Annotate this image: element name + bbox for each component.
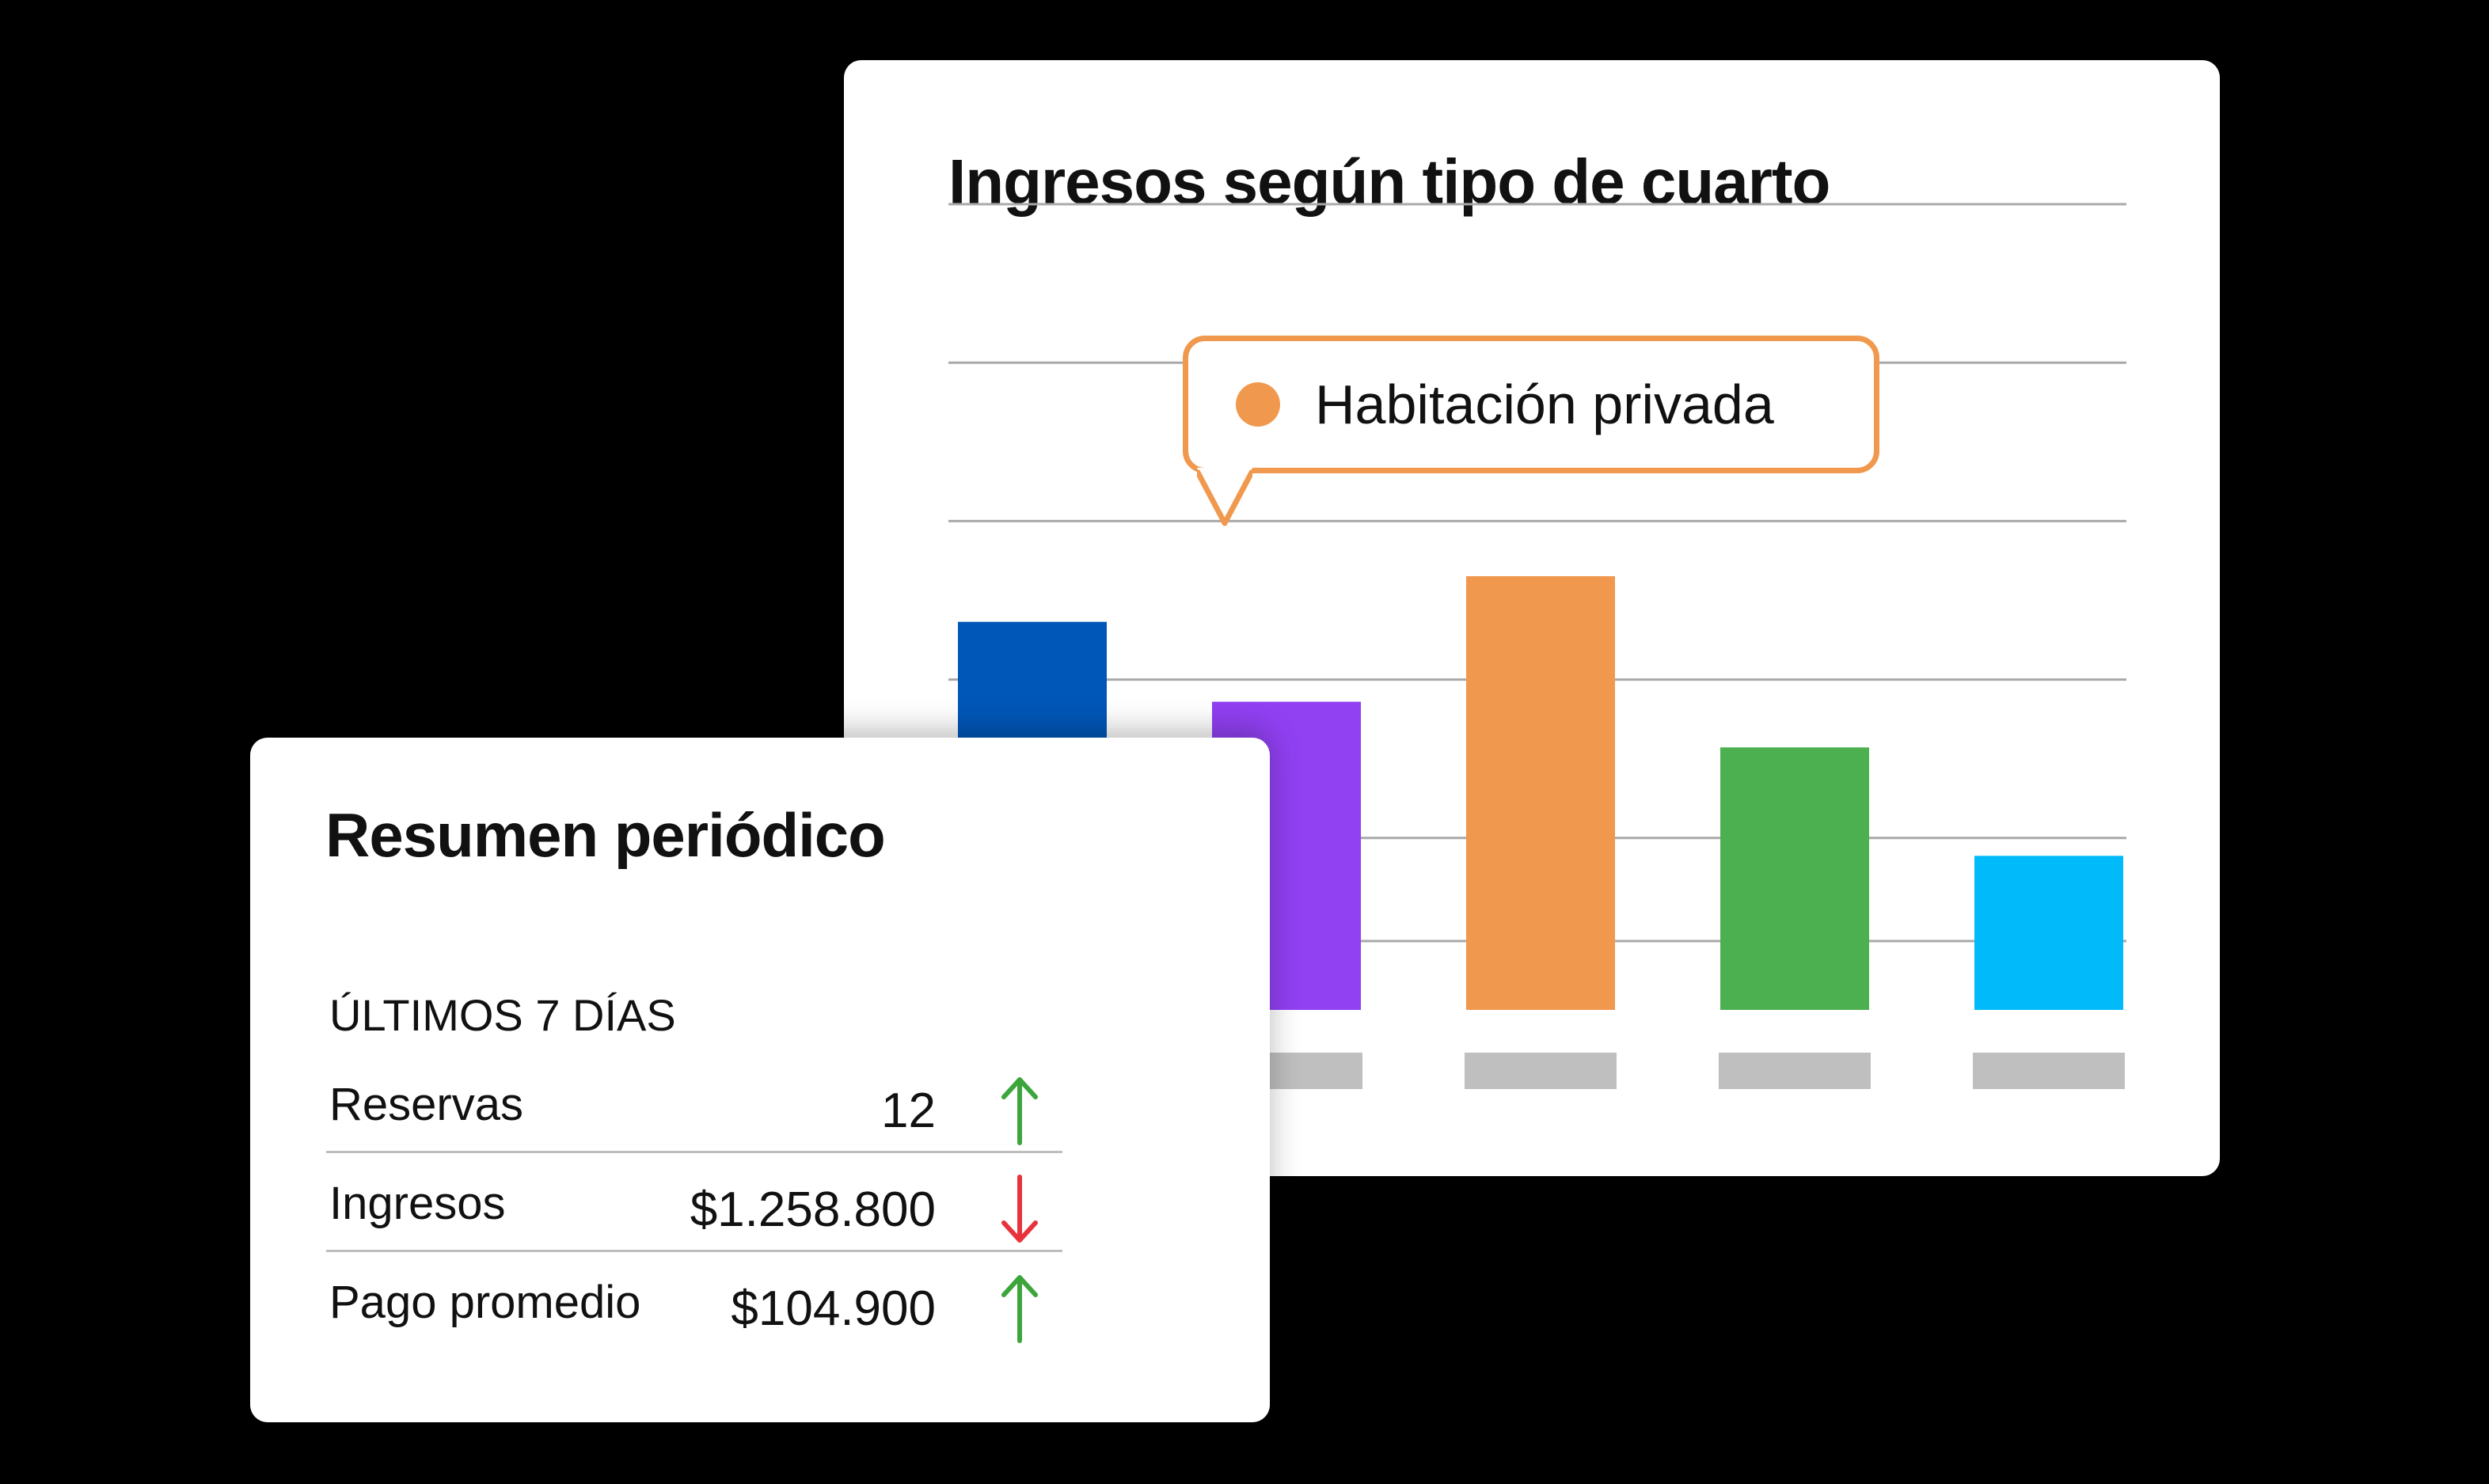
category-label-placeholder <box>1973 1053 2125 1089</box>
arrow-up-icon <box>1001 1077 1038 1145</box>
arrow-down-icon <box>1001 1175 1038 1243</box>
metric-value: 12 <box>881 1084 936 1138</box>
bar[interactable] <box>1974 856 2123 1010</box>
metric-row-reservas: Reservas 12 <box>326 1054 1062 1153</box>
metric-label: Pago promedio <box>329 1277 641 1328</box>
periodic-summary-card: Resumen periódico ÚLTIMOS 7 DÍAS Reserva… <box>250 738 1270 1422</box>
summary-title: Resumen periódico <box>325 800 886 870</box>
metric-label: Ingresos <box>329 1178 506 1229</box>
metric-value: $1.258.800 <box>690 1182 936 1237</box>
tooltip-label: Habitación privada <box>1315 374 1774 435</box>
bar[interactable] <box>1720 747 1869 1010</box>
chart-tooltip: Habitación privada <box>1183 336 1879 473</box>
category-label-placeholder <box>1465 1053 1617 1089</box>
period-label: ÚLTIMOS 7 DÍAS <box>329 990 676 1040</box>
metric-row-ingresos: Ingresos $1.258.800 <box>326 1153 1062 1252</box>
legend-dot-icon <box>1236 382 1280 427</box>
metric-label: Reservas <box>329 1079 523 1130</box>
bar-highlighted[interactable] <box>1466 576 1615 1010</box>
arrow-up-icon <box>1001 1275 1038 1343</box>
tooltip-pointer-icon <box>1197 468 1252 526</box>
category-label-placeholder <box>1719 1053 1871 1089</box>
metrics-list: Reservas 12 Ingresos $1.258.800 Pago pro… <box>326 1054 1062 1349</box>
metric-row-pago-promedio: Pago promedio $104.900 <box>326 1252 1062 1349</box>
metric-value: $104.900 <box>731 1281 936 1336</box>
